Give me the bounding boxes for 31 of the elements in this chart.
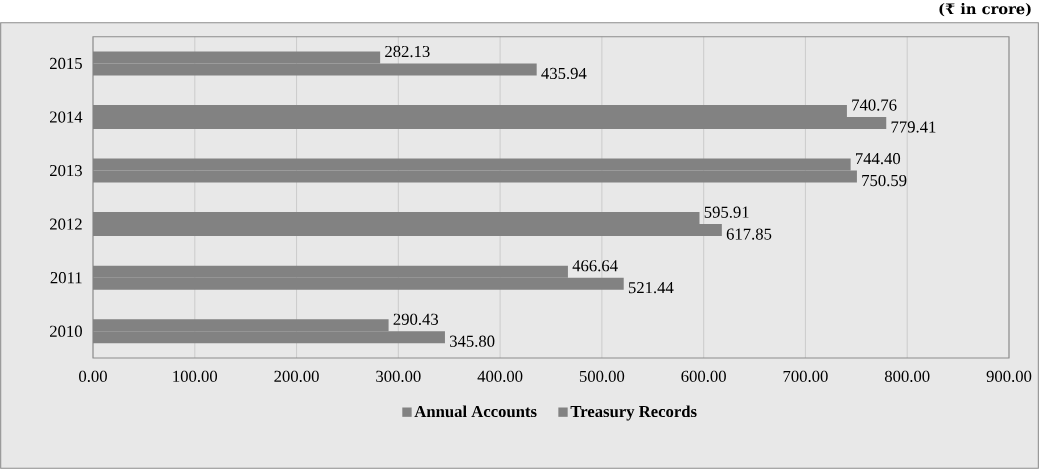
data-label: 617.85: [726, 228, 772, 240]
y-tick-label: 2013: [50, 164, 82, 177]
text: (₹ in crore): [939, 2, 1031, 17]
legend-label: Annual Accounts: [414, 405, 537, 418]
x-tick-label: 700.00: [783, 370, 828, 383]
data-label: 290.43: [393, 313, 439, 325]
data-label: 779.41: [891, 121, 936, 133]
legend-label: Treasury Records: [570, 405, 697, 421]
data-label: 750.59: [862, 174, 907, 187]
data-label: 595.91: [704, 206, 749, 218]
y-tick-label: 2015: [50, 57, 82, 70]
x-tick-label: 900.00: [986, 370, 1032, 383]
x-tick-label: 500.00: [579, 370, 625, 383]
data-label: 282.13: [385, 45, 430, 58]
data-label: 435.94: [541, 67, 587, 80]
x-tick-label: 200.00: [274, 370, 319, 383]
x-tick-label: 0.00: [79, 370, 107, 383]
data-label: 345.80: [450, 335, 495, 347]
data-label: 466.64: [572, 260, 618, 272]
x-tick-label: 600.00: [681, 370, 726, 383]
y-tick-label: 2011: [50, 272, 82, 284]
data-label: 744.40: [856, 152, 901, 165]
x-tick-label: 800.00: [884, 370, 930, 383]
x-tick-label: 400.00: [477, 370, 523, 383]
data-label: 740.76: [852, 99, 897, 111]
x-tick-label: 100.00: [173, 370, 218, 383]
x-tick-label: 300.00: [376, 370, 421, 383]
y-tick-label: 2012: [50, 218, 82, 230]
data-label: 521.44: [628, 282, 674, 294]
y-tick-label: 2014: [50, 111, 83, 123]
y-tick-label: 2010: [50, 325, 82, 337]
